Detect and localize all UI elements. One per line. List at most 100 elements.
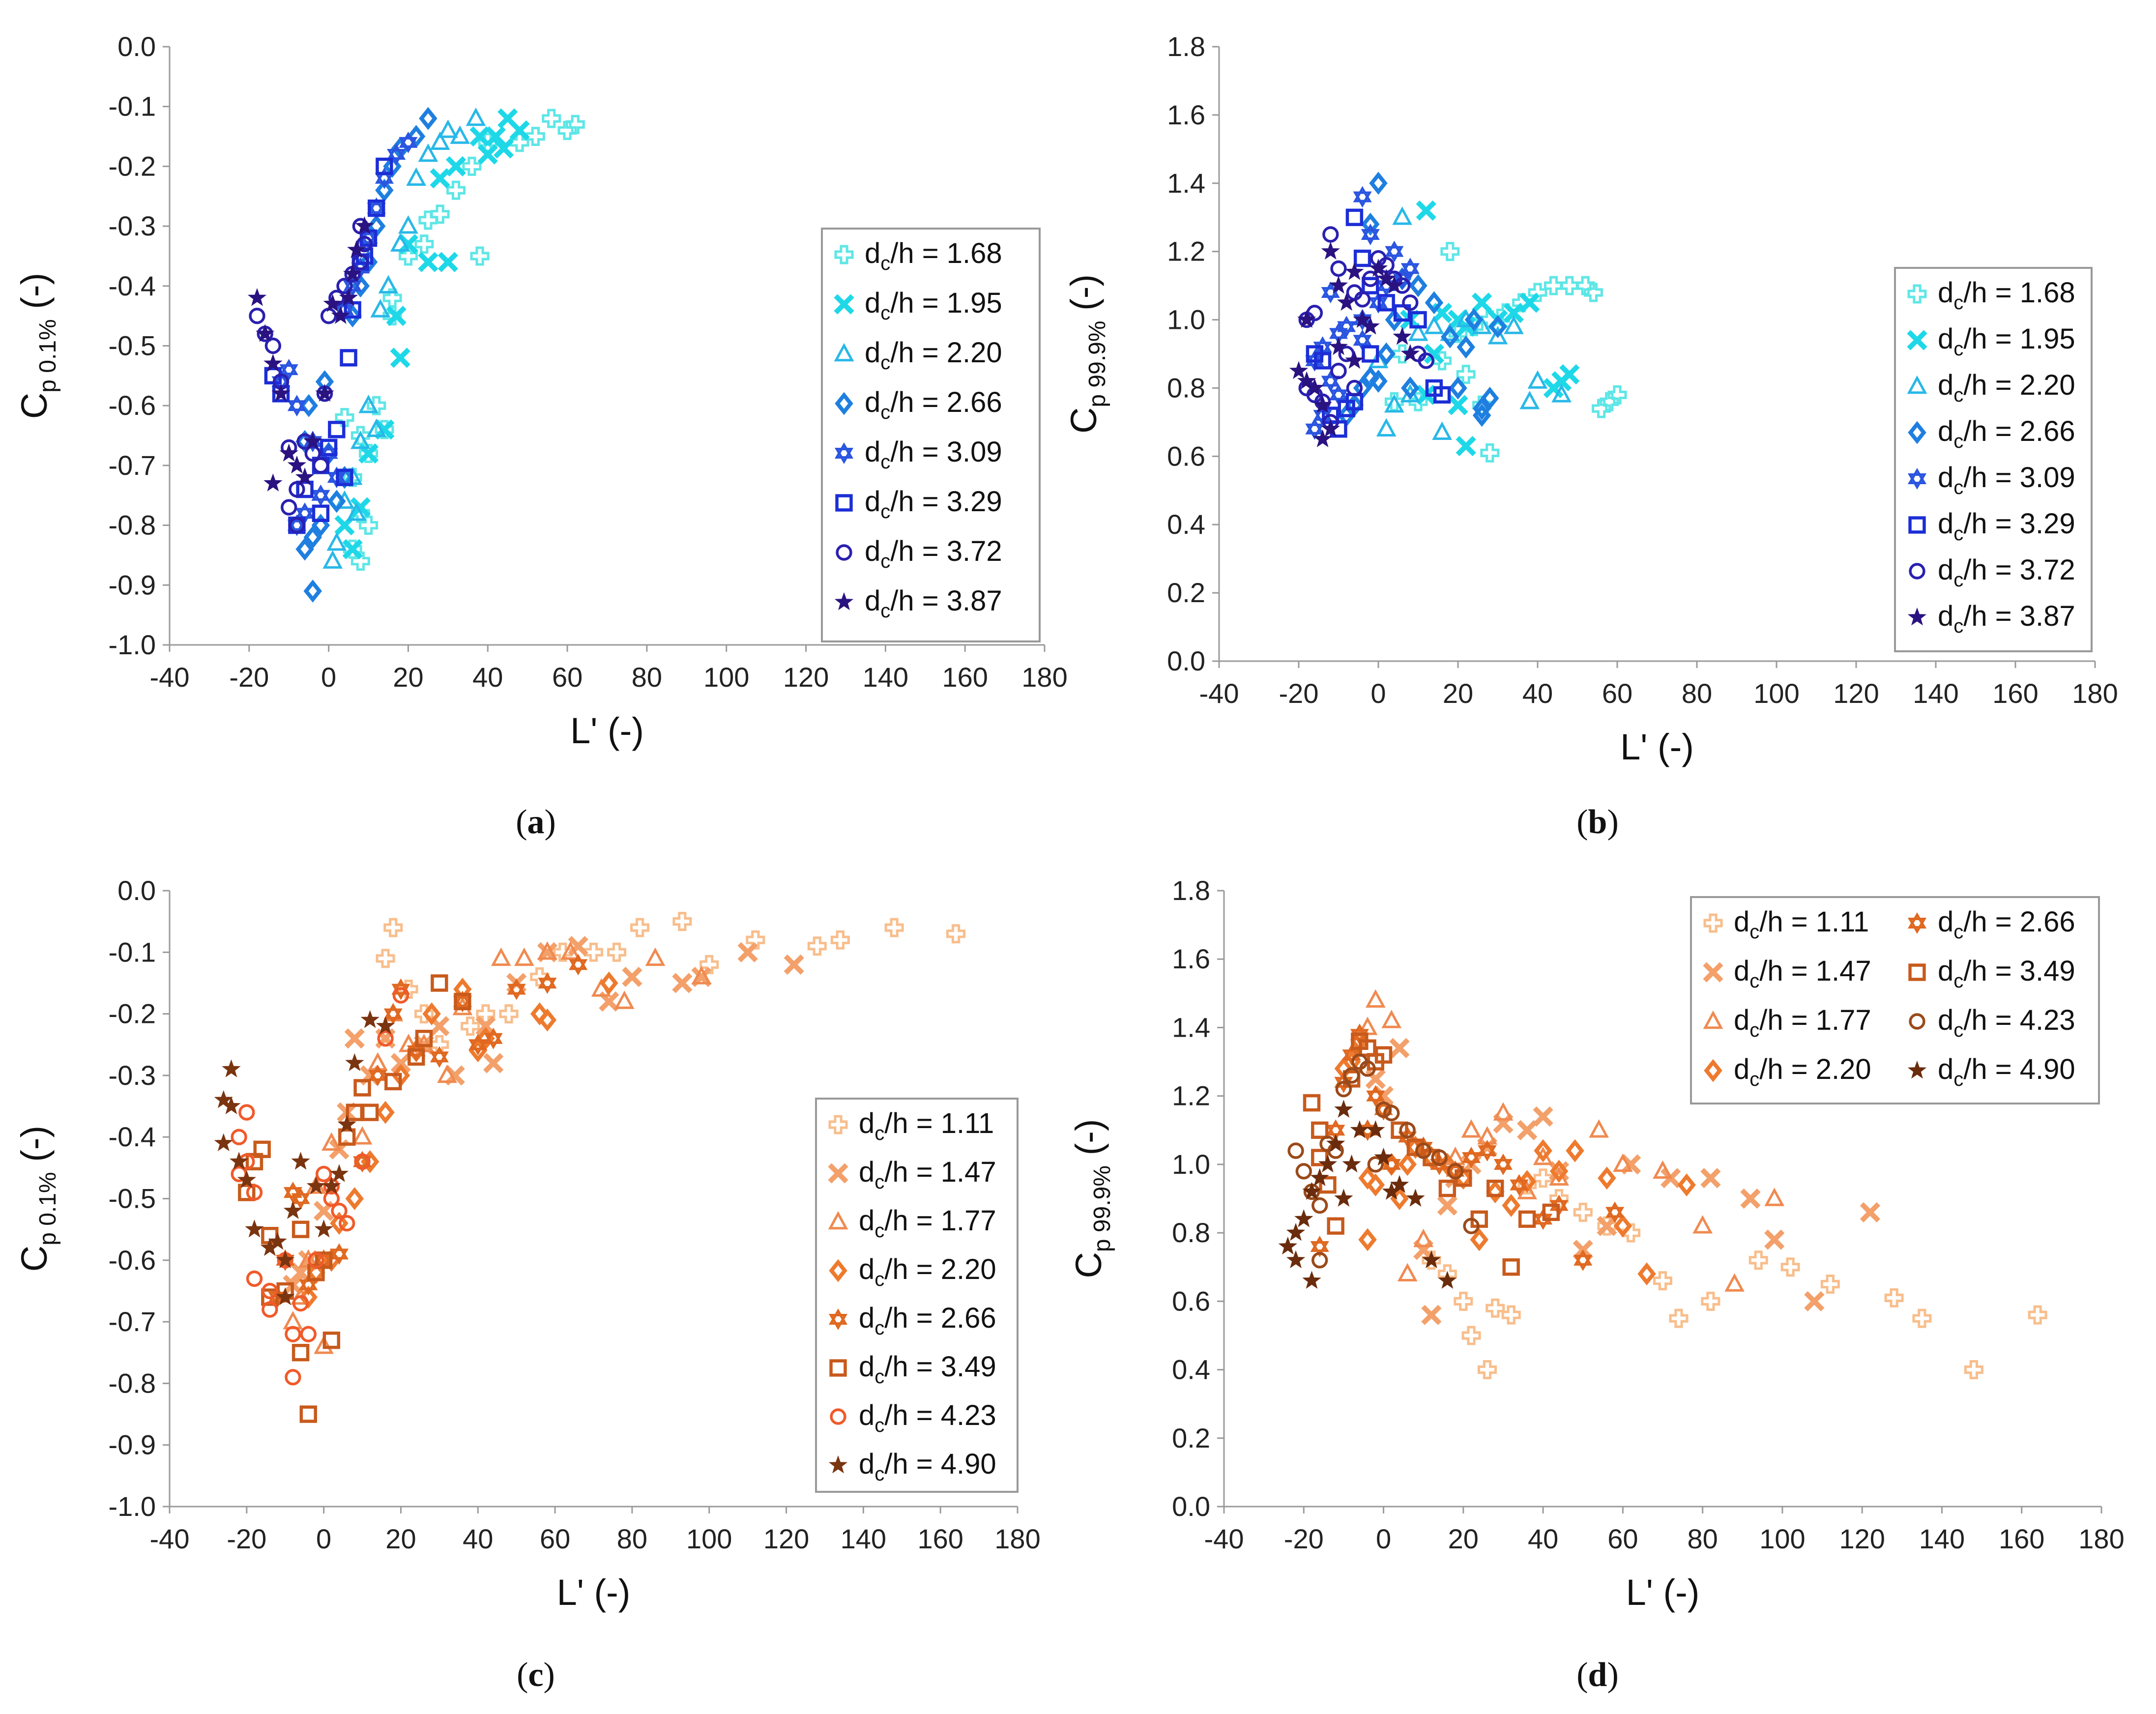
data-point (1413, 1240, 1434, 1260)
data-point (1488, 315, 1507, 338)
x-tick-label: 0 (321, 662, 336, 693)
data-point (530, 1002, 549, 1026)
x-tick-label: 60 (552, 662, 583, 693)
x-axis-title: L' (-) (1626, 1572, 1700, 1613)
data-point (1330, 260, 1347, 277)
data-point (560, 941, 581, 960)
legend-label: dc/h = 1.77 (859, 1205, 996, 1242)
data-point (391, 978, 410, 1000)
series-6 (264, 157, 393, 534)
data-point (1361, 317, 1380, 335)
data-point (1409, 311, 1427, 329)
data-point (249, 307, 265, 324)
data-point (525, 127, 545, 146)
data-point (285, 1369, 301, 1386)
data-point (584, 942, 603, 962)
data-point (454, 992, 471, 1011)
data-point (1302, 1182, 1321, 1200)
data-point (1353, 186, 1372, 208)
legend-label: dc/h = 3.72 (1938, 554, 2075, 591)
data-point (484, 1027, 503, 1049)
data-point (262, 1301, 278, 1318)
legend-label: dc/h = 3.72 (865, 535, 1002, 572)
data-point (645, 947, 666, 966)
data-point (1502, 1194, 1520, 1217)
data-point (1544, 276, 1563, 295)
data-point (437, 1064, 457, 1083)
data-point (1305, 378, 1324, 396)
data-point (1597, 1216, 1617, 1236)
data-point (1518, 1210, 1536, 1228)
data-point (337, 1114, 356, 1133)
y-tick-label: 1.4 (1172, 1012, 1210, 1043)
legend-marker (1907, 1060, 1927, 1079)
data-point (1502, 1258, 1520, 1276)
data-point (1342, 1154, 1361, 1173)
data-point (398, 215, 418, 234)
data-point (1289, 361, 1309, 379)
y-axis-title: Cp 99.9% (-) (1063, 274, 1110, 434)
data-point (1724, 1273, 1745, 1292)
data-point (507, 978, 526, 1000)
x-tick-label: 80 (1687, 1523, 1718, 1554)
legend-marker (1907, 375, 1927, 394)
x-tick-label: -40 (150, 662, 190, 693)
data-point (229, 1152, 249, 1170)
data-point (1470, 1228, 1488, 1251)
y-tick-label: -1.0 (109, 1491, 156, 1522)
data-point (1432, 421, 1452, 440)
data-point (1605, 1201, 1625, 1223)
data-point (1510, 1174, 1529, 1196)
data-point (1306, 345, 1324, 363)
y-tick-label: -0.2 (109, 998, 156, 1029)
data-point (1377, 294, 1395, 312)
data-point (1287, 1142, 1304, 1159)
data-point (1383, 1104, 1400, 1122)
data-point (1422, 1250, 1441, 1269)
data-point (315, 383, 334, 402)
data-point (1464, 308, 1484, 331)
data-point (1501, 1305, 1521, 1325)
legend-label: dc/h = 3.49 (859, 1351, 996, 1388)
data-point (283, 1201, 303, 1219)
data-point (1376, 418, 1397, 437)
data-point (430, 1046, 449, 1068)
legend-marker (1703, 962, 1723, 983)
data-point (672, 912, 692, 931)
data-point (1313, 395, 1332, 413)
panel-a-chart: 0.0 -0.1 -0.2 -0.3 -0.4 -0.5 -0.6 -0.7 -0.8 -0.9 -… (14, 31, 1068, 841)
data-point (359, 516, 379, 535)
data-point (340, 349, 357, 367)
data-point (1493, 1153, 1513, 1175)
data-point (1493, 1102, 1514, 1121)
data-point (1353, 329, 1372, 351)
y-tick-label: 0.0 (1167, 645, 1205, 676)
data-point (306, 1176, 326, 1194)
data-point (1384, 392, 1404, 411)
x-tick-label: 120 (1839, 1523, 1885, 1554)
data-point (1327, 1217, 1344, 1235)
data-point (630, 918, 650, 937)
legend-label: dc/h = 1.95 (865, 287, 1002, 324)
data-point (1393, 327, 1412, 345)
data-point (245, 1153, 263, 1171)
data-point (1351, 1032, 1369, 1050)
data-point (469, 126, 490, 147)
data-point (622, 966, 642, 988)
y-tick-label: -0.7 (109, 1306, 156, 1337)
legend-marker (829, 1359, 847, 1377)
y-tick-label: -0.1 (109, 936, 156, 967)
data-point (1748, 1250, 1768, 1270)
legend-label: dc/h = 3.87 (1938, 600, 2075, 637)
x-tick-label: 160 (1999, 1523, 2044, 1554)
data-point (565, 115, 585, 134)
data-point (1860, 1202, 1881, 1222)
data-point (245, 1219, 264, 1238)
legend-marker (1704, 1059, 1722, 1082)
data-point (320, 307, 337, 324)
data-point (477, 144, 498, 165)
data-point (1534, 1139, 1552, 1162)
legend-label: dc/h = 1.47 (859, 1156, 996, 1193)
data-point (390, 233, 410, 252)
y-tick-label: 0.2 (1172, 1423, 1210, 1453)
